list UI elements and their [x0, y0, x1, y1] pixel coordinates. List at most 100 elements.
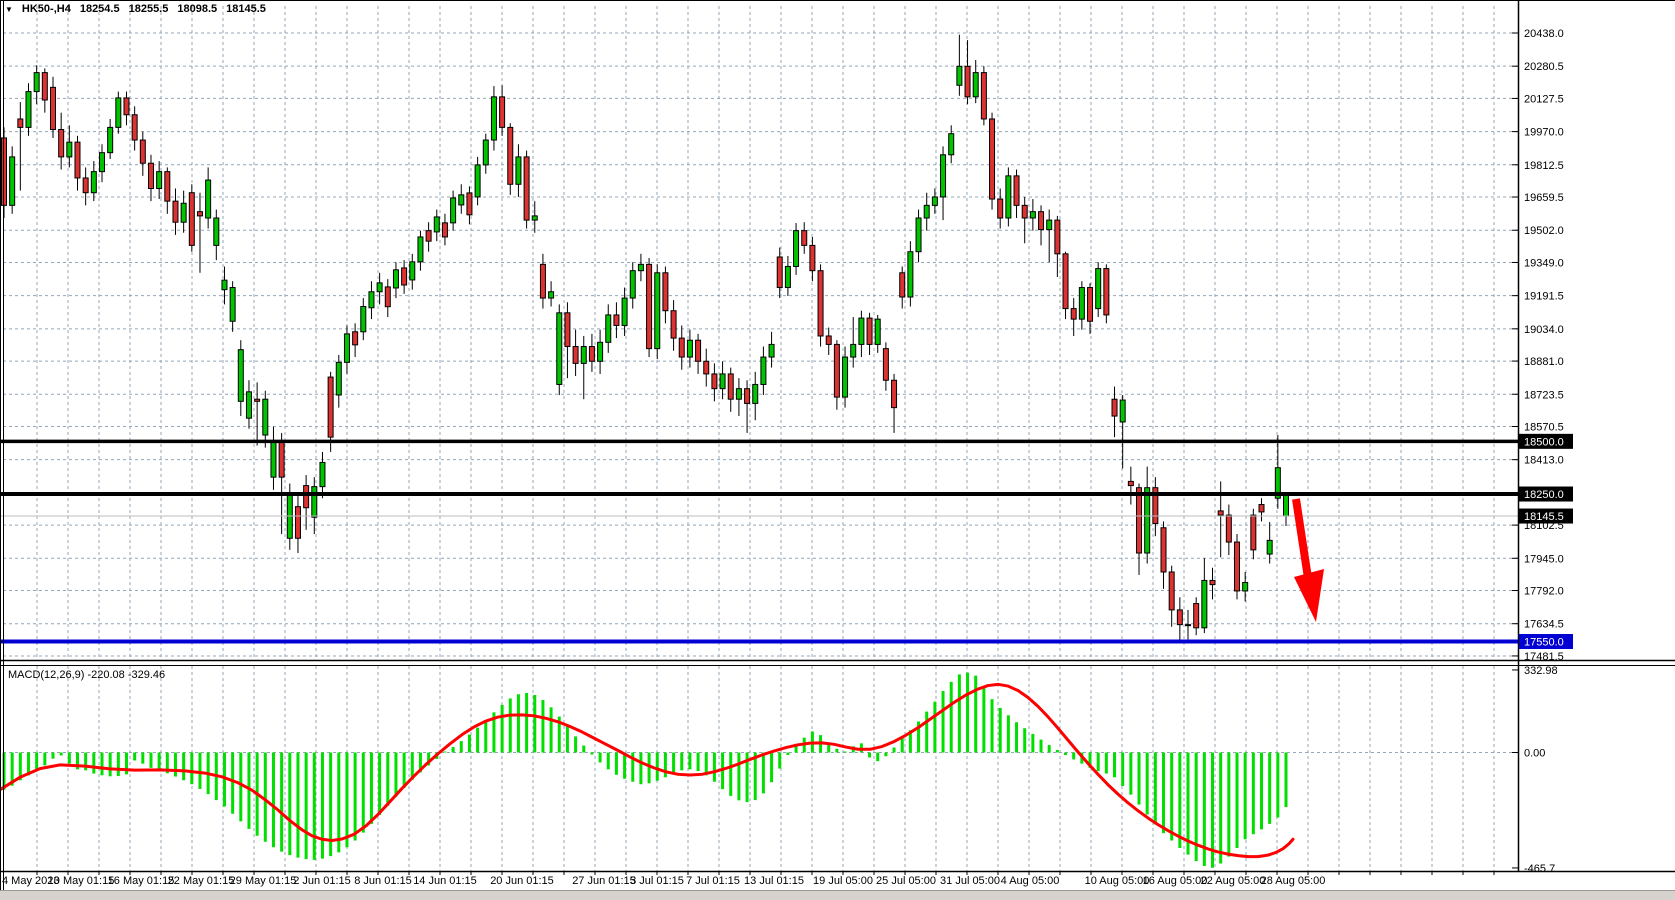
candle-bear [572, 346, 579, 364]
candle-bear [1111, 398, 1118, 417]
candle-bear [1021, 204, 1028, 219]
ohlc-close: 18145.5 [226, 3, 266, 15]
price-axis-label: 20280.5 [1524, 61, 1564, 73]
candle-bull [940, 154, 947, 198]
expand-triangle-icon[interactable]: ▼ [5, 4, 13, 14]
price-axis-label: 19970.0 [1524, 127, 1564, 139]
time-axis-label: 28 Aug 05:00 [1261, 875, 1326, 887]
candle-bull [850, 343, 857, 358]
macd-indicator-label: MACD(12,26,9) -220.08 -329.46 [8, 669, 166, 681]
candle-bull [245, 391, 252, 419]
macd-axis-label: 0.00 [1524, 748, 1545, 760]
candle-bull [335, 361, 342, 396]
candle-bull [597, 341, 604, 362]
candle-bull [752, 383, 759, 404]
candle-bear [278, 440, 285, 478]
candle-bear [1127, 480, 1134, 487]
candle-bear [882, 348, 889, 381]
candle-bear [1193, 603, 1200, 629]
price-axis-label: 19349.0 [1524, 257, 1564, 269]
time-axis-label: 14 Jun 01:15 [413, 875, 477, 887]
price-axis-label: 18881.0 [1524, 356, 1564, 368]
candle-bull [874, 318, 881, 345]
candle-bear [58, 129, 65, 158]
candle-bull [915, 217, 922, 253]
time-axis-label: 25 Jul 05:00 [876, 875, 936, 887]
candle-bull [392, 269, 399, 289]
time-axis-label: 20 Jun 01:15 [490, 875, 554, 887]
candle-bull [107, 126, 114, 154]
candle-bull [1274, 467, 1281, 499]
candle-bull [515, 156, 522, 185]
candle-bull [637, 263, 644, 272]
candle-bull [1144, 487, 1151, 554]
time-axis-label: 8 Jun 01:15 [354, 875, 412, 887]
candle-bull [115, 97, 122, 128]
candle-bear [82, 177, 89, 194]
candle-bear [678, 337, 685, 358]
candle-bull [286, 494, 293, 539]
candle-bear [74, 141, 81, 179]
candle-bear [1234, 541, 1241, 592]
candle-bull [213, 217, 220, 246]
candle-bull [221, 279, 228, 291]
candle-bear [131, 114, 138, 141]
time-axis-label: 16 Aug 05:00 [1143, 875, 1208, 887]
candle-bull [25, 91, 32, 128]
candle-bear [41, 72, 48, 101]
candle-bear [1217, 510, 1224, 516]
candle-bear [1209, 579, 1216, 586]
candle-bear [384, 286, 391, 308]
candle-bear [1185, 624, 1192, 627]
time-axis-label: 16 May 01:15 [108, 875, 175, 887]
time-axis-label: 4 Aug 05:00 [1001, 875, 1060, 887]
candle-bull [1046, 219, 1053, 231]
candle-bull [343, 333, 350, 363]
time-axis-label: 13 Jul 01:15 [744, 875, 804, 887]
candle-bull [719, 373, 726, 390]
candle-bull [1242, 582, 1249, 592]
candle-bull [360, 305, 367, 333]
candle-bear [564, 312, 571, 348]
time-axis-label: 4 May 2023 [2, 875, 59, 887]
candle-bull [1201, 579, 1208, 629]
candle-bear [1168, 571, 1175, 611]
candle-bull [735, 388, 742, 400]
candle-bear [294, 506, 301, 539]
candle-bear [499, 96, 506, 128]
ohlc-high: 18255.5 [128, 3, 169, 15]
candle-bull [33, 72, 40, 93]
candle-bull [842, 356, 849, 398]
price-axis-label: 18570.5 [1524, 421, 1564, 433]
price-axis-label: 17792.0 [1524, 586, 1564, 598]
candle-bull [311, 486, 318, 518]
candle-bull [548, 291, 555, 299]
price-axis-label: 19191.5 [1524, 291, 1564, 303]
down-arrow-shaft[interactable] [1292, 498, 1312, 579]
ohlc-open: 18254.5 [79, 3, 120, 15]
candle-bull [409, 261, 416, 281]
candle-bear [196, 211, 203, 217]
candle-bear [1054, 219, 1061, 255]
price-badge-current-price [1519, 508, 1573, 524]
price-axis-label: 19502.0 [1524, 225, 1564, 237]
candle-bear [1176, 609, 1183, 626]
price-badge-label: 17550.0 [1524, 637, 1564, 649]
price-badge-label: 18500.0 [1524, 436, 1564, 448]
candle-bear [1225, 514, 1232, 543]
candle-bear [1250, 514, 1257, 551]
down-arrow-head[interactable] [1294, 569, 1324, 622]
candle-bear [539, 263, 546, 299]
candle-bull [907, 251, 914, 298]
candle-bear [1070, 308, 1077, 320]
candle-bull [948, 133, 955, 156]
candle-bear [695, 339, 702, 362]
price-axis-label: 19659.5 [1524, 192, 1564, 204]
candle-bear [441, 222, 448, 238]
candle-bear [1136, 487, 1143, 554]
candle-bear [1062, 253, 1069, 310]
candle-bull [556, 312, 563, 385]
candle-bull [180, 202, 187, 223]
